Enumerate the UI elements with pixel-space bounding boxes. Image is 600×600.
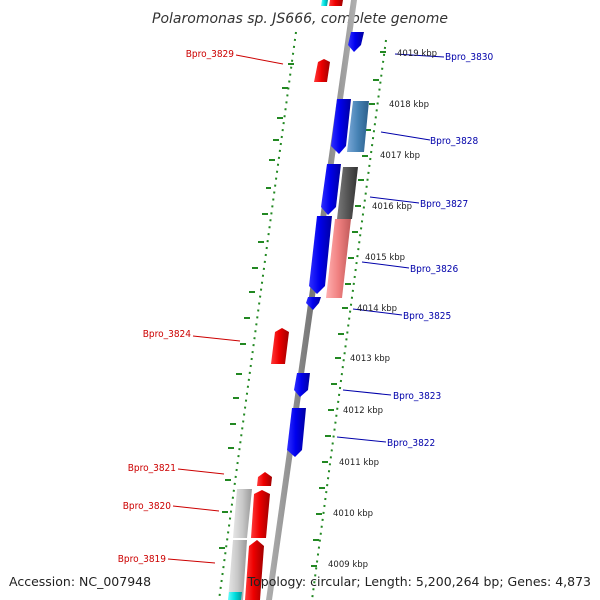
gene-label: Bpro_3829: [186, 49, 235, 60]
gene-bpro-3820: [251, 490, 270, 538]
gene-label: Bpro_3821: [128, 463, 176, 474]
scale-label: 4014 kbp: [357, 304, 397, 314]
gene-bpro-3826-cog: [326, 219, 351, 298]
gc-dotted-line-right: [311, 39, 387, 600]
gene-cyan-bottom: [228, 592, 242, 600]
reverse-strand-genes: [228, 59, 330, 600]
scale-label: 4010 kbp: [333, 509, 373, 519]
scale-label: 4012 kbp: [343, 406, 383, 416]
gene-light-grey-1: [233, 489, 252, 538]
gc-dashes-left: [219, 63, 294, 549]
scale-labels: 4019 kbp 4018 kbp 4017 kbp 4016 kbp 4015…: [328, 49, 437, 570]
gene-bpro-3830: [348, 32, 364, 52]
scale-label: 4017 kbp: [380, 151, 420, 161]
gene-label: Bpro_3824: [143, 329, 192, 340]
scale-label: 4016 kbp: [372, 202, 412, 212]
gene-bpro-3825: [306, 297, 321, 310]
gene-bpro-3827-a: [321, 164, 341, 215]
label-leader-lines: [167, 53, 445, 564]
gene-light-grey-2: [228, 540, 247, 600]
gene-bpro-3828-cog: [347, 101, 369, 152]
gene-bpro-3826-a: [309, 216, 332, 294]
gene-bpro-3827-cog: [337, 167, 358, 219]
gene-red-top: [329, 0, 343, 6]
scale-label: 4018 kbp: [389, 100, 429, 110]
gene-label: Bpro_3828: [430, 136, 479, 147]
gene-labels: Bpro_3829 Bpro_3830 Bpro_3828 Bpro_3827 …: [118, 49, 494, 565]
gene-bpro-3819: [245, 540, 264, 600]
gene-label: Bpro_3823: [393, 391, 441, 402]
gene-cyan-top: [321, 0, 328, 6]
gene-label: Bpro_3827: [420, 199, 468, 210]
scale-label: 4009 kbp: [328, 560, 368, 570]
gc-dotted-line-left: [218, 31, 297, 600]
scale-label: 4015 kbp: [365, 253, 405, 263]
gene-label: Bpro_3822: [387, 438, 435, 449]
topology-text: Topology: circular; Length: 5,200,264 bp…: [247, 574, 591, 589]
gene-bpro-3829: [314, 59, 330, 82]
gene-label: Bpro_3825: [403, 311, 451, 322]
gene-bpro-3821: [257, 472, 272, 486]
gene-bpro-3824: [271, 328, 289, 364]
map-title: Polaromonas sp. JS666, complete genome: [152, 11, 448, 27]
gene-label: Bpro_3819: [118, 554, 167, 565]
gene-bpro-3828-a: [331, 99, 351, 154]
gene-bpro-3822: [287, 408, 306, 457]
gene-label: Bpro_3820: [123, 501, 172, 512]
gene-bpro-3823: [294, 373, 310, 397]
forward-strand-genes: [287, 32, 369, 457]
scale-label: 4019 kbp: [397, 49, 437, 59]
gene-label: Bpro_3830: [445, 52, 494, 63]
gene-label: Bpro_3826: [410, 264, 459, 275]
accession-text: Accession: NC_007948: [9, 574, 152, 589]
scale-label: 4011 kbp: [339, 458, 379, 468]
scale-label: 4013 kbp: [350, 354, 390, 364]
